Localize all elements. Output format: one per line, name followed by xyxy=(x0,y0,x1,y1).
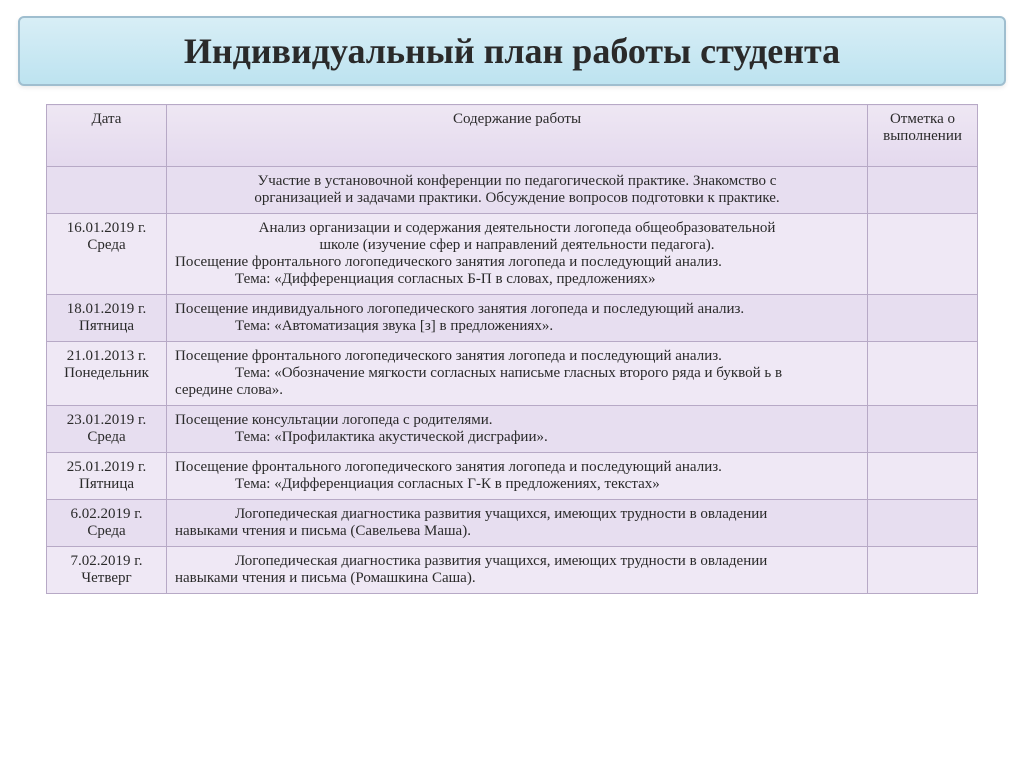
work-line: середине слова». xyxy=(175,382,859,399)
work-line: организацией и задачами практики. Обсужд… xyxy=(175,190,859,207)
cell-date: 18.01.2019 г. Пятница xyxy=(47,295,167,342)
work-line: школе (изучение сфер и направлений деяте… xyxy=(175,237,859,254)
work-line: Логопедическая диагностика развития учащ… xyxy=(175,553,859,570)
work-line: Тема: «Автоматизация звука [з] в предлож… xyxy=(175,318,859,335)
table-row: 23.01.2019 г. Среда Посещение консультаци… xyxy=(47,406,978,453)
work-line: Логопедическая диагностика развития учащ… xyxy=(175,506,859,523)
table-row: 18.01.2019 г. Пятница Посещение индивидуа… xyxy=(47,295,978,342)
cell-mark xyxy=(868,295,978,342)
cell-mark xyxy=(868,167,978,214)
work-line: Тема: «Профилактика акустической дисграф… xyxy=(175,429,859,446)
cell-date: 23.01.2019 г. Среда xyxy=(47,406,167,453)
cell-work: Посещение консультации логопеда с родите… xyxy=(167,406,868,453)
table-row: 16.01.2019 г. Среда Анализ организации и … xyxy=(47,214,978,295)
cell-mark xyxy=(868,500,978,547)
table-row: 25.01.2019 г. Пятница Посещение фронтальн… xyxy=(47,453,978,500)
cell-date: 6.02.2019 г. Среда xyxy=(47,500,167,547)
cell-mark xyxy=(868,214,978,295)
cell-work: Анализ организации и содержания деятельн… xyxy=(167,214,868,295)
work-line: Посещение индивидуального логопедическог… xyxy=(175,301,859,318)
cell-mark xyxy=(868,406,978,453)
cell-mark xyxy=(868,547,978,594)
col-mark: Отметка о выполнении xyxy=(868,105,978,167)
work-line: Посещение фронтального логопедического з… xyxy=(175,459,859,476)
col-work: Содержание работы xyxy=(167,105,868,167)
work-line: навыками чтения и письма (Савельева Маша… xyxy=(175,523,859,540)
cell-work: Посещение фронтального логопедического з… xyxy=(167,342,868,406)
work-line: Анализ организации и содержания деятельн… xyxy=(175,220,859,237)
table-row: 6.02.2019 г. Среда Логопедическая диагнос… xyxy=(47,500,978,547)
work-line: Посещение консультации логопеда с родите… xyxy=(175,412,859,429)
cell-date: 25.01.2019 г. Пятница xyxy=(47,453,167,500)
work-line: Тема: «Обозначение мягкости согласных на… xyxy=(175,365,859,382)
table-header-row: Дата Содержание работы Отметка о выполне… xyxy=(47,105,978,167)
cell-date xyxy=(47,167,167,214)
work-line: Участие в установочной конференции по пе… xyxy=(175,173,859,190)
work-line: Посещение фронтального логопедического з… xyxy=(175,254,859,271)
plan-table: Дата Содержание работы Отметка о выполне… xyxy=(46,104,978,594)
cell-work: Посещение индивидуального логопедическог… xyxy=(167,295,868,342)
page-title: Индивидуальный план работы студента xyxy=(40,30,984,72)
cell-mark xyxy=(868,342,978,406)
table-body: Участие в установочной конференции по пе… xyxy=(47,167,978,594)
cell-work: Посещение фронтального логопедического з… xyxy=(167,453,868,500)
work-line: навыками чтения и письма (Ромашкина Саша… xyxy=(175,570,859,587)
title-box: Индивидуальный план работы студента xyxy=(18,16,1006,86)
cell-work: Логопедическая диагностика развития учащ… xyxy=(167,500,868,547)
cell-date: 16.01.2019 г. Среда xyxy=(47,214,167,295)
cell-mark xyxy=(868,453,978,500)
cell-date: 7.02.2019 г. Четверг xyxy=(47,547,167,594)
table-row: 7.02.2019 г. Четверг Логопедическая диагн… xyxy=(47,547,978,594)
table-wrapper: Дата Содержание работы Отметка о выполне… xyxy=(18,104,1006,594)
cell-date: 21.01.2013 г. Понедельник xyxy=(47,342,167,406)
col-date: Дата xyxy=(47,105,167,167)
table-row: 21.01.2013 г. Понедельник Посещение фронт… xyxy=(47,342,978,406)
table-row: Участие в установочной конференции по пе… xyxy=(47,167,978,214)
cell-work: Логопедическая диагностика развития учащ… xyxy=(167,547,868,594)
slide: Индивидуальный план работы студента Дата… xyxy=(0,0,1024,767)
work-line: Тема: «Дифференциация согласных Б-П в сл… xyxy=(175,271,859,288)
cell-work: Участие в установочной конференции по пе… xyxy=(167,167,868,214)
work-line: Тема: «Дифференциация согласных Г-К в пр… xyxy=(175,476,859,493)
work-line: Посещение фронтального логопедического з… xyxy=(175,348,859,365)
